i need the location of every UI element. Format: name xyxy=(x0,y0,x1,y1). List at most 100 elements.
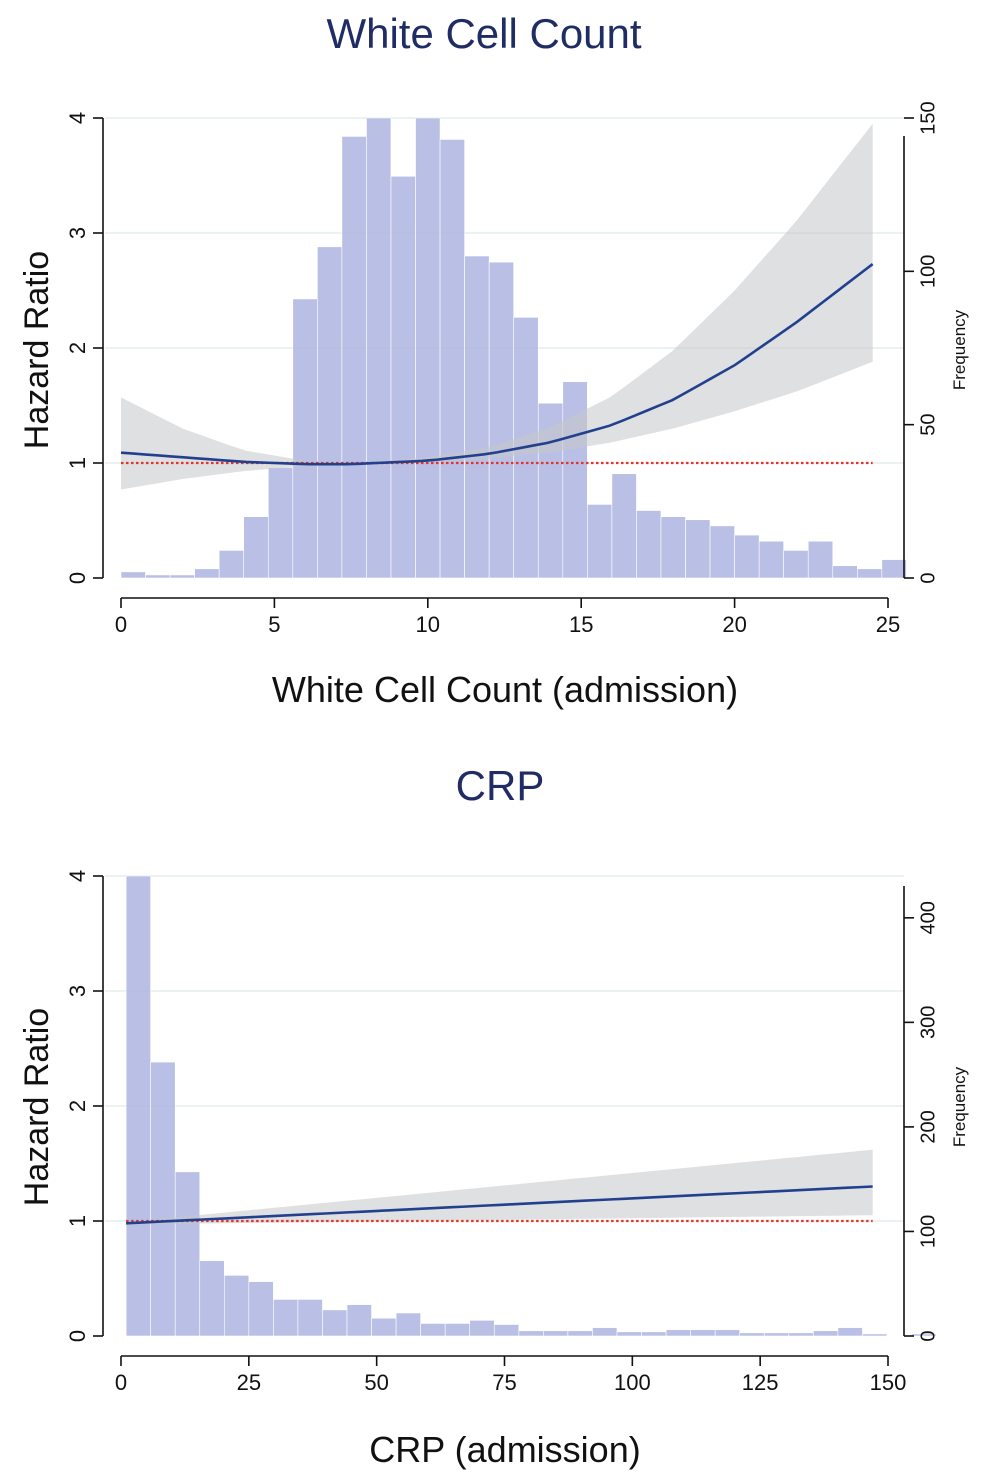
crp-histogram-bar xyxy=(346,1304,372,1337)
wcc-y-axis-label: Hazard Ratio xyxy=(18,251,56,449)
wcc-histogram-bar xyxy=(881,559,907,579)
wcc-hazard-ratio-curve xyxy=(120,263,874,466)
crp-frequency-axis-label: Frequency xyxy=(950,1066,969,1147)
wcc-histogram-bar xyxy=(169,574,195,579)
wcc-histogram-bar xyxy=(243,516,269,579)
crp-histogram-bar xyxy=(837,1327,863,1337)
wcc-confidence-band xyxy=(121,123,873,490)
wcc-y-tick-label: 0 xyxy=(65,572,90,584)
crp-histogram-bar xyxy=(714,1329,741,1337)
crp-histogram-bar xyxy=(567,1330,593,1337)
crp-x-tick-label: 0 xyxy=(115,1370,127,1395)
wcc-y-tick-label: 4 xyxy=(65,112,90,124)
crp-histogram-bar xyxy=(322,1309,348,1337)
crp-y-tick-label: 0 xyxy=(65,1330,90,1342)
crp-histogram-bar xyxy=(813,1330,839,1337)
wcc-y-tick-label: 2 xyxy=(65,342,90,354)
wcc-y-tick-label: 3 xyxy=(65,227,90,239)
crp-histogram-bar xyxy=(493,1324,520,1337)
crp-confidence-band xyxy=(126,1149,873,1225)
wcc-histogram-bar xyxy=(317,246,343,579)
crp-histogram-bar xyxy=(395,1312,421,1337)
wcc-histogram-bar xyxy=(734,534,760,579)
crp-frequency-tick-label: 400 xyxy=(917,901,939,934)
wcc-histogram-bar xyxy=(218,550,245,579)
wcc-histogram-bar xyxy=(390,175,416,579)
wcc-x-tick-label: 25 xyxy=(876,612,900,637)
wcc-histogram-bar xyxy=(267,467,294,579)
wcc-histogram-bar xyxy=(832,565,858,579)
crp-y-tick-label: 4 xyxy=(65,870,90,882)
crp-x-tick-label: 125 xyxy=(742,1370,779,1395)
crp-histogram-bar xyxy=(125,875,151,1337)
crp-histogram-bar xyxy=(592,1327,618,1337)
crp-frequency-tick-label: 100 xyxy=(917,1215,939,1248)
wcc-histogram-bar xyxy=(636,510,662,579)
wcc-histogram-bar xyxy=(758,540,784,579)
wcc-plot-layer: 0 1 2 3 4 0 50 100 150 0 5 10 15 20 25 xyxy=(65,101,939,637)
crp-histogram-bar xyxy=(665,1329,691,1337)
wcc-x-tick-label: 20 xyxy=(722,612,746,637)
crp-x-tick-label: 100 xyxy=(614,1370,651,1395)
crp-plot-layer: 0 1 2 3 4 0 100 200 300 400 0 25 50 75 100 125 150 xyxy=(65,870,939,1395)
wcc-histogram-bar xyxy=(857,568,883,579)
wcc-histogram-bar xyxy=(145,574,171,579)
crp-x-tick-label: 50 xyxy=(364,1370,388,1395)
wcc-chart-title: White Cell Count xyxy=(326,10,641,57)
crp-histogram-bar xyxy=(690,1329,716,1337)
crp-histogram-bar xyxy=(371,1317,397,1337)
crp-chart-title: CRP xyxy=(456,762,545,809)
crp-hazard-ratio-curve xyxy=(126,1185,873,1225)
wcc-x-axis-label: White Cell Count (admission) xyxy=(272,669,738,710)
crp-frequency-tick-label: 0 xyxy=(917,1330,939,1341)
wcc-frequency-tick-label: 150 xyxy=(917,101,939,134)
wcc-histogram-bar xyxy=(415,117,441,579)
crp-x-tick-label: 25 xyxy=(237,1370,261,1395)
wcc-histogram-bar xyxy=(439,139,465,579)
crp-y-axis-label: Hazard Ratio xyxy=(18,1008,56,1206)
crp-histogram-bar xyxy=(543,1330,569,1337)
crp-x-tick-label: 75 xyxy=(492,1370,516,1395)
wcc-histogram-bar xyxy=(709,525,735,579)
crp-histogram-bar xyxy=(862,1333,888,1337)
crp-x-axis-label: CRP (admission) xyxy=(369,1429,640,1470)
wcc-histogram-bar xyxy=(464,255,490,579)
crp-frequency-tick-label: 200 xyxy=(917,1110,939,1143)
crp-x-tick-label: 150 xyxy=(870,1370,907,1395)
crp-histogram-bar xyxy=(223,1275,250,1337)
crp-histogram-bar xyxy=(199,1260,225,1337)
crp-histogram-bar xyxy=(444,1323,471,1337)
wcc-x-tick-label: 10 xyxy=(416,612,440,637)
wcc-histogram-bar xyxy=(341,136,367,579)
crp-histogram-bar xyxy=(763,1332,790,1337)
crp-histogram-bar xyxy=(297,1299,323,1337)
crp-histogram-bar xyxy=(469,1320,495,1337)
crp-y-tick-label: 1 xyxy=(65,1215,90,1227)
crp-panel: 0 1 2 3 4 0 100 200 300 400 0 25 50 75 100 125 150 CRP C… xyxy=(18,762,969,1470)
crp-histogram-bar xyxy=(518,1330,544,1337)
wcc-histogram-bar xyxy=(120,571,146,579)
wcc-panel: 0 1 2 3 4 0 50 100 150 0 5 10 15 20 25 White Cell Coun… xyxy=(18,10,969,710)
wcc-frequency-tick-label: 100 xyxy=(917,255,939,288)
wcc-histogram-bar xyxy=(292,298,318,579)
wcc-histogram-bar xyxy=(488,261,515,579)
wcc-histogram-bar xyxy=(366,117,392,579)
wcc-histogram-bar xyxy=(807,540,834,579)
crp-frequency-tick-label: 300 xyxy=(917,1006,939,1039)
crp-histogram-bar xyxy=(420,1323,446,1337)
crp-histogram-bar xyxy=(739,1332,765,1337)
crp-histogram-bar xyxy=(641,1331,667,1337)
crp-histogram-bar xyxy=(788,1332,814,1337)
wcc-histogram-bar xyxy=(611,473,637,579)
wcc-histogram-bar xyxy=(587,504,613,579)
wcc-frequency-axis-label: Frequency xyxy=(950,309,969,390)
wcc-histogram-bar xyxy=(194,568,220,579)
crp-y-tick-label: 2 xyxy=(65,1100,90,1112)
wcc-x-tick-label: 15 xyxy=(569,612,593,637)
wcc-frequency-tick-label: 50 xyxy=(917,414,939,436)
crp-histogram-bar xyxy=(174,1171,201,1337)
wcc-x-tick-label: 0 xyxy=(115,612,127,637)
crp-y-tick-label: 3 xyxy=(65,985,90,997)
